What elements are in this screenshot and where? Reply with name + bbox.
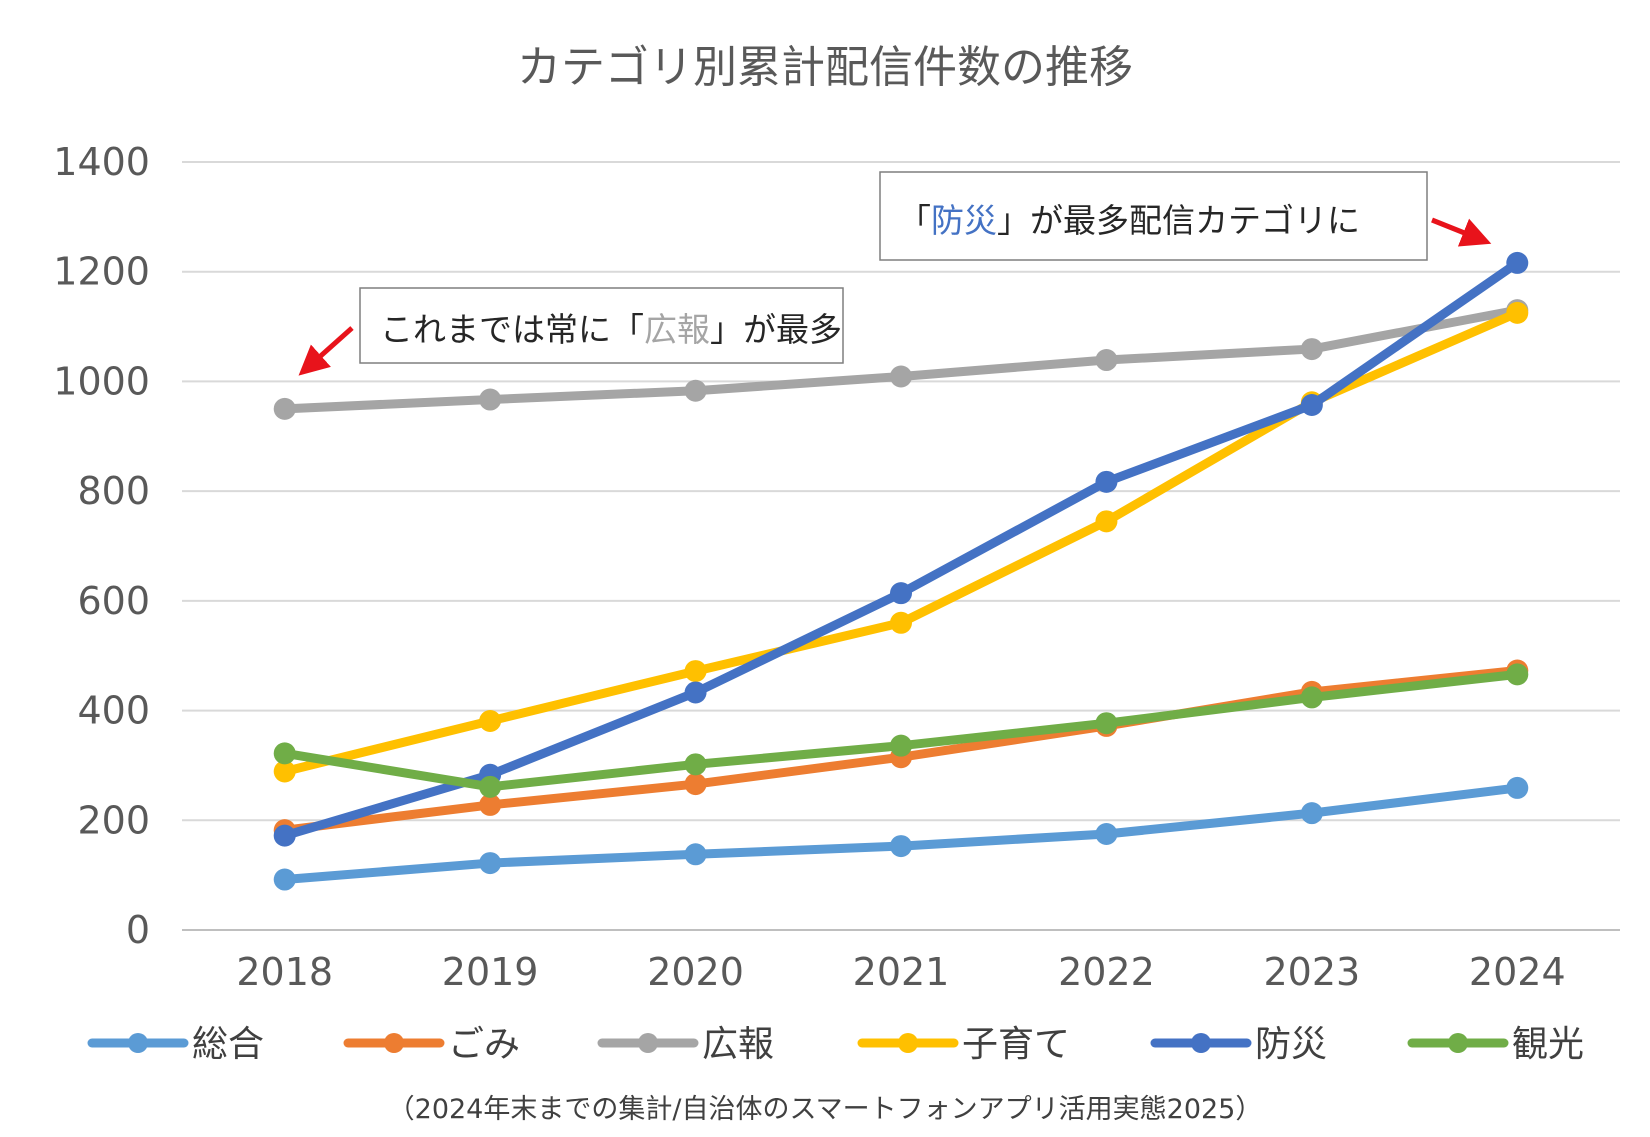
data-point [1300, 686, 1323, 709]
y-tick-label: 200 [77, 798, 150, 842]
y-tick-label: 1200 [53, 250, 150, 294]
series-5 [273, 663, 1529, 798]
legend-item: 総合 [87, 1024, 264, 1065]
x-tick-label: 2019 [442, 950, 539, 994]
data-point [273, 397, 296, 420]
data-point [273, 760, 296, 783]
y-axis-tick-labels: 0 200 400 600 800 1000 1200 1400 [53, 140, 150, 952]
legend-label: ごみ [448, 1024, 520, 1065]
legend-item: 防災 [1150, 1024, 1327, 1065]
legend-label: 子育て [962, 1024, 1070, 1065]
series-lines [273, 251, 1529, 891]
legend-marker [128, 1033, 148, 1053]
series-4 [273, 251, 1529, 847]
x-tick-label: 2018 [236, 950, 333, 994]
annotation-kouhou-text: これまでは常に「広報」が最多 [380, 310, 842, 349]
legend-marker [1448, 1033, 1468, 1053]
data-point [1300, 394, 1323, 417]
series-line [280, 783, 1522, 885]
data-point [1095, 712, 1118, 735]
legend-item: 子育て [857, 1024, 1070, 1065]
legend-item: 広報 [597, 1024, 774, 1065]
annotation-bousai-suffix: 」が最多配信カテゴリに [997, 201, 1360, 240]
annotation-kouhou: これまでは常に「広報」が最多 [298, 287, 844, 376]
annotation-bousai-arrow [1431, 217, 1492, 247]
data-point [1300, 338, 1323, 361]
y-tick-label: 0 [126, 908, 150, 952]
annotation-kouhou-arrow [298, 326, 354, 376]
annotation-kouhou-suffix: 」が最多 [710, 310, 842, 349]
annotation-bousai-highlight: 防災 [931, 201, 997, 240]
data-point [479, 709, 502, 732]
legend-label: 防災 [1255, 1024, 1327, 1065]
x-tick-label: 2022 [1058, 950, 1155, 994]
data-point [479, 388, 502, 411]
legend-marker [898, 1033, 918, 1053]
data-point [273, 868, 296, 891]
legend-marker [1191, 1033, 1211, 1053]
annotation-kouhou-box [359, 287, 844, 364]
data-point [479, 793, 502, 816]
legend-label: 総合 [192, 1024, 264, 1065]
data-point [684, 681, 707, 704]
data-point [890, 835, 912, 858]
legend-label: 広報 [702, 1024, 774, 1065]
data-point [1506, 663, 1529, 686]
x-tick-label: 2023 [1263, 950, 1360, 994]
data-point [684, 753, 707, 776]
source-note: （2024年末までの集計/自治体のスマートフォンアプリ活用実態2025） [388, 1094, 1263, 1125]
data-point [684, 379, 707, 402]
y-tick-label: 1000 [53, 359, 150, 403]
data-point [890, 734, 912, 757]
data-point [1095, 510, 1118, 533]
legend-marker [384, 1033, 404, 1053]
annotation-bousai-box [879, 171, 1428, 261]
annotation-bousai-text: 「防災」が最多配信カテゴリに [898, 201, 1360, 240]
data-point [684, 843, 707, 866]
legend-label: 観光 [1512, 1024, 1584, 1065]
legend-item: ごみ [343, 1024, 520, 1065]
y-tick-label: 800 [77, 469, 150, 513]
x-tick-label: 2020 [647, 950, 744, 994]
data-point [479, 775, 502, 798]
data-point [1506, 251, 1529, 274]
x-tick-label: 2021 [853, 950, 950, 994]
y-tick-label: 400 [77, 689, 150, 733]
x-axis-tick-labels: 2018 2019 2020 2021 2022 2023 2024 [236, 950, 1565, 994]
data-point [479, 852, 502, 875]
y-tick-label: 600 [77, 579, 150, 623]
annotation-bousai: 「防災」が最多配信カテゴリに [879, 171, 1492, 261]
data-point [684, 773, 707, 796]
data-point [1095, 349, 1118, 372]
annotation-bousai-prefix: 「 [898, 201, 931, 240]
legend-marker [638, 1033, 658, 1053]
data-point [273, 742, 296, 765]
data-point [1506, 301, 1529, 324]
chart-title: カテゴリ別累計配信件数の推移 [517, 42, 1133, 93]
legend: 総合 ごみ 広報 子育て 防災 観光 [87, 1024, 1584, 1065]
data-point [684, 660, 707, 683]
data-point [273, 824, 296, 847]
data-point [890, 582, 912, 605]
data-point [890, 365, 912, 388]
data-point [890, 611, 912, 634]
annotation-kouhou-highlight: 広報 [644, 310, 710, 349]
series-0 [273, 776, 1529, 891]
data-point [1095, 470, 1118, 493]
x-tick-label: 2024 [1469, 950, 1566, 994]
data-point [1506, 776, 1529, 799]
data-point [1095, 823, 1118, 845]
legend-item: 観光 [1407, 1024, 1584, 1065]
data-point [1300, 802, 1323, 825]
y-tick-label: 1400 [53, 140, 150, 184]
annotation-kouhou-prefix: これまでは常に「 [380, 310, 644, 349]
